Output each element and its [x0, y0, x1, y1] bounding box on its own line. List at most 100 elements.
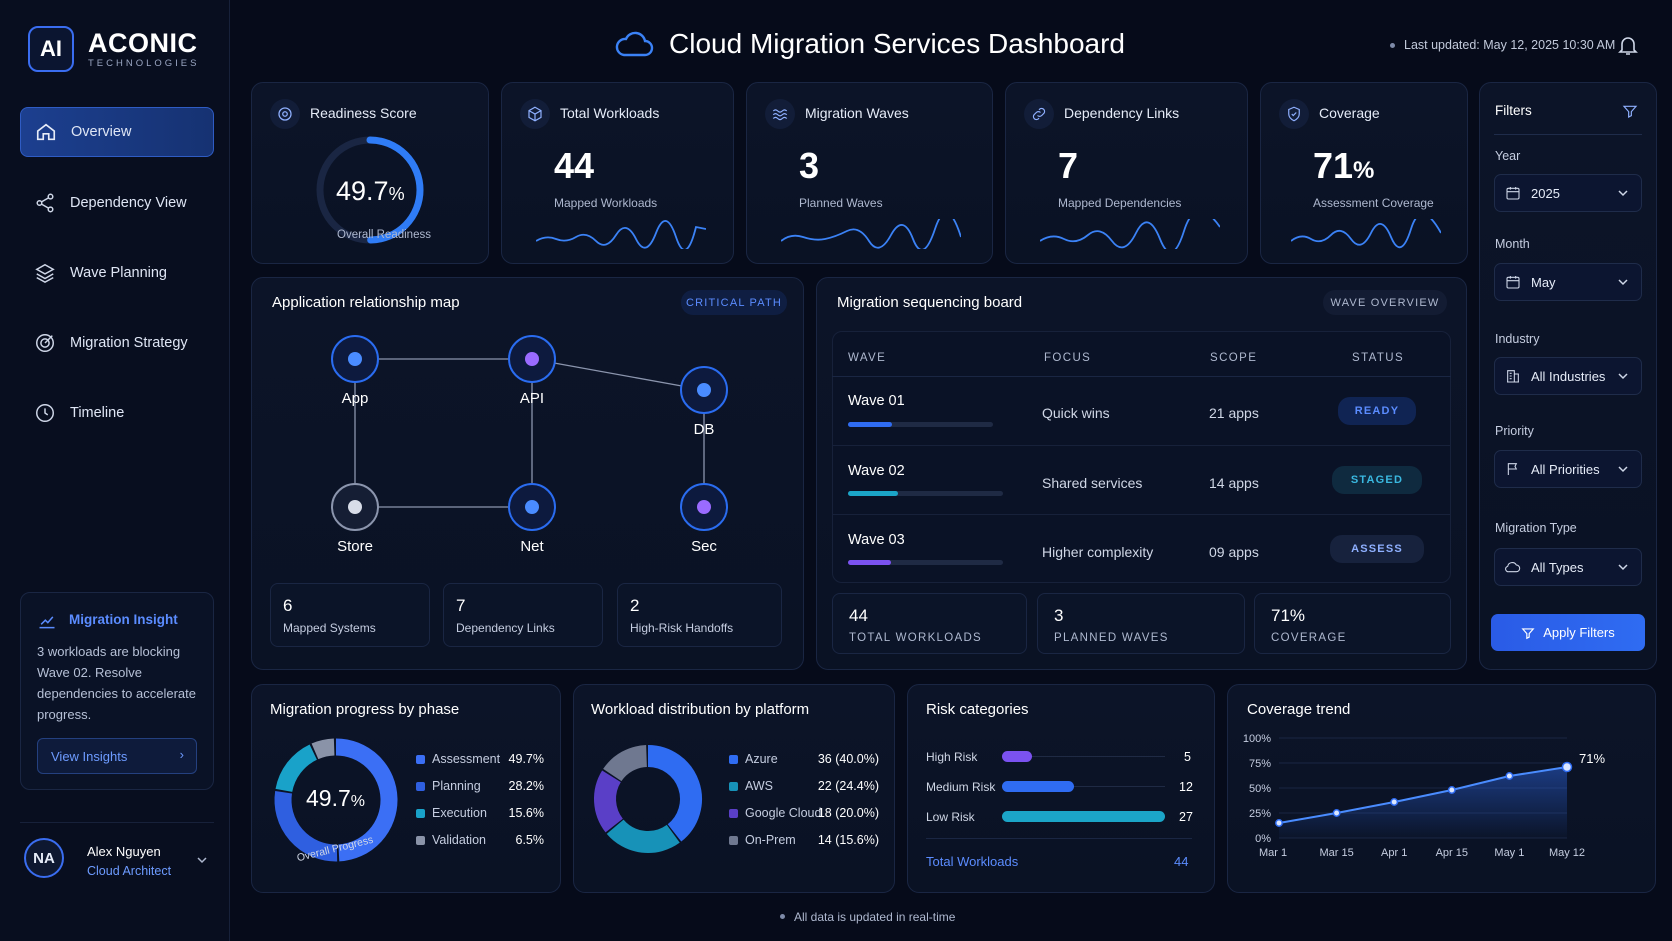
- wave-progress-bar: [848, 560, 1003, 565]
- chevron-down-icon: [1618, 466, 1628, 473]
- section-title: Migration progress by phase: [270, 701, 460, 718]
- flag-icon: [1507, 463, 1518, 475]
- trend-point: [1332, 809, 1341, 817]
- divider: [832, 514, 1451, 515]
- x-tick-label: May 12: [1549, 847, 1585, 859]
- risk-count: 5: [1184, 750, 1191, 764]
- industry-label: Industry: [1495, 332, 1540, 346]
- col-header-scope: SCOPE: [1210, 352, 1258, 364]
- risk-count: 27: [1179, 810, 1193, 824]
- y-tick-label: 100%: [1243, 733, 1271, 745]
- nav-item-timeline[interactable]: Timeline: [20, 388, 214, 438]
- wave-name: Wave 02: [848, 463, 905, 479]
- priority-select[interactable]: All Priorities: [1494, 450, 1642, 488]
- donut-slice-execution: [275, 744, 318, 793]
- donut-slice-planning: [274, 790, 338, 862]
- nav-label: Wave Planning: [70, 265, 167, 281]
- readiness-score-card: Readiness Score 49.7% Overall Readiness: [251, 82, 489, 264]
- bell-icon[interactable]: [1618, 34, 1638, 56]
- chevron-right-icon: ›: [179, 747, 184, 762]
- risk-bar-high: [1002, 751, 1165, 762]
- nav-item-dependency-view[interactable]: Dependency View: [20, 178, 214, 228]
- kpi-value: 7: [1058, 145, 1079, 186]
- industry-select[interactable]: All Industries: [1494, 357, 1642, 395]
- trend-point: [1390, 798, 1399, 806]
- y-tick-label: 0%: [1255, 833, 1271, 845]
- user-name: Alex Nguyen: [87, 844, 161, 859]
- divider: [832, 445, 1451, 446]
- readiness-sub: Overall Readiness: [337, 229, 431, 241]
- risk-label: Low Risk: [926, 810, 975, 824]
- nav-item-migration-strategy[interactable]: Migration Strategy: [20, 318, 214, 368]
- apply-filters-label: Apply Filters: [1543, 625, 1615, 640]
- migration-progress-card: [251, 684, 561, 893]
- migration-waves-card: Migration Waves 3 Planned Waves: [746, 82, 993, 264]
- node-label-db: DB: [693, 421, 715, 438]
- risk-bar-medium: [1002, 781, 1165, 792]
- trend-point: [1447, 786, 1456, 794]
- target-icon: [36, 334, 54, 352]
- avatar[interactable]: NA: [24, 838, 64, 878]
- share-icon: [36, 193, 54, 213]
- col-header-focus: FOCUS: [1044, 352, 1092, 364]
- total-workloads-value: 44: [1174, 854, 1189, 869]
- chart-icon: [39, 616, 55, 629]
- brand-logo: AI: [28, 26, 74, 72]
- node-label-app: App: [341, 390, 369, 407]
- migration-type-value: All Types: [1531, 559, 1584, 575]
- kpi-title: Migration Waves: [805, 105, 909, 121]
- year-label: Year: [1495, 149, 1521, 163]
- wave-focus: Shared services: [1042, 475, 1143, 491]
- kpi-value: 71%: [1313, 145, 1375, 186]
- priority-label: Priority: [1495, 424, 1534, 438]
- insight-text: 3 workloads are blocking Wave 02. Resolv…: [37, 644, 197, 722]
- sparkline: [1040, 219, 1220, 249]
- clock-icon: [36, 404, 54, 422]
- y-tick-label: 50%: [1249, 783, 1271, 795]
- wave-focus: Higher complexity: [1042, 544, 1154, 560]
- waves-icon: [765, 99, 795, 129]
- section-title: Application relationship map: [272, 294, 460, 311]
- apply-filters-button[interactable]: Apply Filters: [1491, 614, 1645, 651]
- dependency-links-card: Dependency Links 7 Mapped Dependencies: [1005, 82, 1248, 264]
- kpi-sub: Planned Waves: [799, 196, 883, 210]
- critical-path-badge[interactable]: CRITICAL PATH: [681, 290, 787, 315]
- wave-scope: 21 apps: [1209, 405, 1259, 421]
- chart-title: Coverage trend: [1247, 701, 1351, 718]
- chevron-down-icon[interactable]: [196, 854, 208, 866]
- relationship-graph: [331, 335, 728, 531]
- coverage-line-chart: 100% 75% 50% 25% 0% Mar 1 Mar 15 Apr 1 Apr 15 May…: [1243, 733, 1606, 859]
- kpi-title: Coverage: [1319, 105, 1380, 121]
- stat-planned-waves: 3 PLANNED WAVES: [1037, 593, 1245, 654]
- cube-icon: [520, 99, 550, 129]
- nav-label: Timeline: [70, 405, 125, 421]
- node-label-api: API: [519, 390, 545, 407]
- risk-label: High Risk: [926, 750, 978, 764]
- trend-line: [1278, 766, 1568, 824]
- wave-overview-badge[interactable]: WAVE OVERVIEW: [1323, 290, 1447, 315]
- stat-mapped-systems: 6 Mapped Systems: [270, 583, 430, 647]
- filter-icon: [1521, 627, 1535, 639]
- node-db: [680, 366, 728, 414]
- col-header-status: STATUS: [1352, 352, 1405, 364]
- trend-point: [1505, 772, 1514, 780]
- wave-name: Wave 01: [848, 393, 905, 409]
- month-select[interactable]: May: [1494, 263, 1642, 301]
- link-icon: [1024, 99, 1054, 129]
- month-value: May: [1531, 274, 1556, 290]
- filter-icon[interactable]: [1622, 103, 1638, 119]
- progress-donut-chart: [274, 738, 398, 862]
- readiness-gauge: [316, 136, 424, 244]
- chevron-down-icon: [1618, 190, 1628, 197]
- view-insights-button[interactable]: View Insights ›: [37, 738, 197, 774]
- total-workloads-card: Total Workloads 44 Mapped Workloads: [501, 82, 734, 264]
- y-tick-label: 75%: [1249, 758, 1271, 770]
- user-role: Cloud Architect: [87, 864, 172, 878]
- migration-type-select[interactable]: All Types: [1494, 548, 1642, 586]
- nav-item-overview[interactable]: Overview: [20, 107, 214, 157]
- donut-slice-google-cloud: [594, 770, 624, 833]
- nav-item-wave-planning[interactable]: Wave Planning: [20, 248, 214, 298]
- total-workloads-link[interactable]: Total Workloads: [926, 854, 1019, 869]
- x-tick-label: Mar 1: [1259, 847, 1287, 859]
- year-select[interactable]: 2025: [1494, 174, 1642, 212]
